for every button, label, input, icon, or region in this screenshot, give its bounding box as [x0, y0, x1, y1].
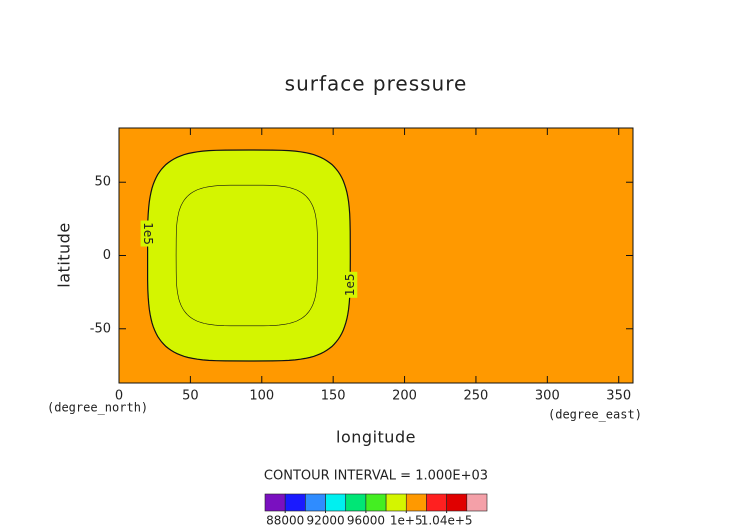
x-tick-label: 150	[321, 389, 346, 404]
contour-label: 1e5	[343, 273, 357, 296]
colorbar-box	[446, 493, 468, 512]
colorbar-box	[284, 493, 306, 512]
colorbar-box	[405, 493, 427, 512]
x-tick-label: 250	[464, 389, 489, 404]
contour-fill	[147, 150, 351, 361]
contour-line	[147, 149, 351, 362]
contour-label: 1e5	[141, 222, 155, 245]
x-tick-label: 200	[392, 389, 417, 404]
x-tick-label: 0	[115, 389, 123, 404]
colorbar-box	[466, 493, 488, 512]
colorbar-box	[264, 493, 286, 512]
colorbar-tick-label: 96000	[347, 514, 385, 528]
y-units: (degree_north)	[47, 401, 148, 415]
contour-interval: CONTOUR INTERVAL = 1.000E+03	[264, 469, 488, 484]
colorbar-tick-label: 1e+5	[390, 514, 423, 528]
colorbar-box	[426, 493, 447, 512]
y-tick-label: -50	[90, 321, 111, 336]
colorbar-box	[345, 493, 367, 512]
y-tick-label: 0	[103, 248, 111, 263]
x-tick-label: 350	[606, 389, 631, 404]
colorbar-box	[305, 493, 326, 512]
contour-label-bg	[140, 220, 155, 247]
contour-line	[175, 184, 318, 327]
y-tick-label: 50	[94, 175, 111, 190]
x-tick-label: 50	[182, 389, 199, 404]
x-units: (degree_east)	[548, 408, 642, 422]
colorbar-box	[365, 493, 387, 512]
contour-label-group: 1e5	[140, 220, 155, 247]
y-axis-label: latitude	[55, 222, 74, 287]
x-tick-label: 100	[249, 389, 274, 404]
colorbar-tick-label: 1.04e+5	[421, 514, 473, 528]
colorbar-tick-label: 92000	[306, 514, 344, 528]
contour-label-bg	[343, 271, 358, 298]
colorbar-box	[325, 493, 347, 512]
colorbar-tick-label: 88000	[266, 514, 304, 528]
x-axis-label: longitude	[336, 428, 416, 447]
x-tick-label: 300	[535, 389, 560, 404]
contour-label-group: 1e5	[343, 271, 358, 298]
chart-title: surface pressure	[285, 72, 468, 96]
colorbar-box	[385, 493, 407, 512]
